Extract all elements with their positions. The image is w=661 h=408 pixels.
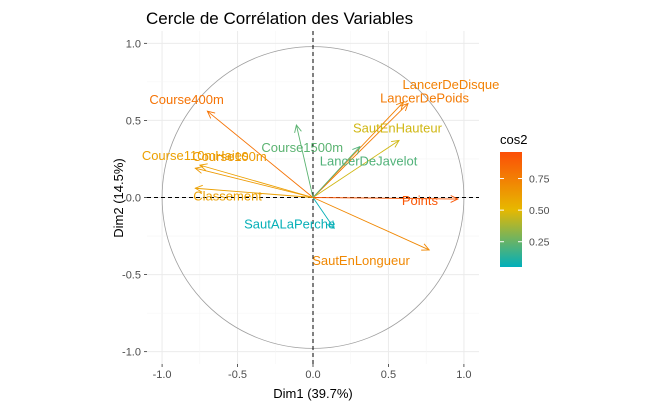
y-tick-label: 0.0: [126, 193, 141, 205]
label-Course1500m: Course1500m: [261, 140, 343, 155]
label-SautALaPerche: SautALaPerche: [244, 216, 335, 231]
arrow-LancerDeJavelot: [312, 146, 361, 198]
y-tick-label: 1.0: [126, 38, 141, 50]
arrow-Course100m: [195, 167, 314, 198]
label-SautEnHauteur: SautEnHauteur: [353, 120, 443, 135]
x-tick-label: 1.0: [456, 369, 471, 381]
x-tick-label: 0.5: [381, 369, 396, 381]
arrowhead-LancerDePoids: [400, 102, 409, 112]
arrow-Course110mHaies: [199, 164, 314, 198]
label-LancerDeDisque: LancerDeDisque: [403, 77, 500, 92]
legend-tick-label: 0.25: [529, 237, 550, 249]
arrow-SautEnHauteur: [312, 140, 400, 198]
arrow-LancerDePoids: [312, 103, 409, 198]
x-tick-label: -1.0: [153, 369, 172, 381]
arrow-Course1500m: [295, 124, 314, 198]
arrowhead-LancerDeDisque: [395, 101, 405, 110]
arrow-SautEnLongueur: [312, 197, 430, 251]
y-tick-label: -1.0: [122, 347, 141, 359]
arrowhead-SautEnLongueur: [421, 243, 431, 251]
label-Classement: Classement: [193, 188, 262, 203]
legend-tick-label: 0.50: [529, 205, 550, 217]
label-Course400m: Course400m: [149, 92, 223, 107]
arrow-Classement: [195, 187, 314, 198]
y-tick-label: -0.5: [122, 270, 141, 282]
arrowhead-Classement: [194, 184, 203, 193]
label-LancerDeJavelot: LancerDeJavelot: [320, 154, 418, 169]
arrow-Course400m: [207, 110, 314, 198]
y-axis-title: Dim2 (14.5%): [111, 158, 126, 237]
label-Course100m: Course100m: [192, 149, 266, 164]
arrowhead-SautEnHauteur: [391, 139, 400, 148]
legend: cos2 0.25 0.50 0.75: [500, 132, 550, 267]
arrowhead-Course110mHaies: [198, 163, 208, 171]
legend-ticks: 0.25 0.50 0.75: [500, 174, 550, 249]
axis-ticks: -1.0 -0.5 0.0 0.5 1.0 -1.0 -0.5 0.0 0.5 1.0: [122, 38, 472, 381]
legend-title: cos2: [500, 132, 527, 147]
chart-title: Cercle de Corrélation des Variables: [146, 9, 413, 28]
arrowhead-Course1500m: [294, 124, 302, 133]
legend-colorbar: [500, 152, 522, 267]
arrowhead-Course100m: [194, 166, 204, 174]
reference-lines: [147, 31, 479, 364]
label-SautEnLongueur: SautEnLongueur: [312, 253, 410, 268]
y-tick-label: 0.5: [126, 115, 141, 127]
arrowhead-Course400m: [206, 110, 216, 119]
legend-tick-label: 0.75: [529, 174, 550, 186]
arrowhead-Points: [450, 195, 459, 203]
arrowhead-SautALaPerche: [326, 220, 335, 230]
arrowhead-LancerDeJavelot: [352, 145, 361, 155]
x-tick-label: 0.0: [305, 369, 320, 381]
label-Points: Points: [402, 193, 439, 208]
x-tick-label: -0.5: [228, 369, 247, 381]
label-Course110mHaies: Course110mHaies: [142, 148, 249, 163]
variable-arrows: [194, 101, 459, 251]
arrow-SautALaPerche: [312, 197, 335, 229]
x-axis-title: Dim1 (39.7%): [273, 386, 352, 401]
arrow-Points: [312, 197, 458, 200]
label-LancerDePoids: LancerDePoids: [380, 90, 469, 105]
